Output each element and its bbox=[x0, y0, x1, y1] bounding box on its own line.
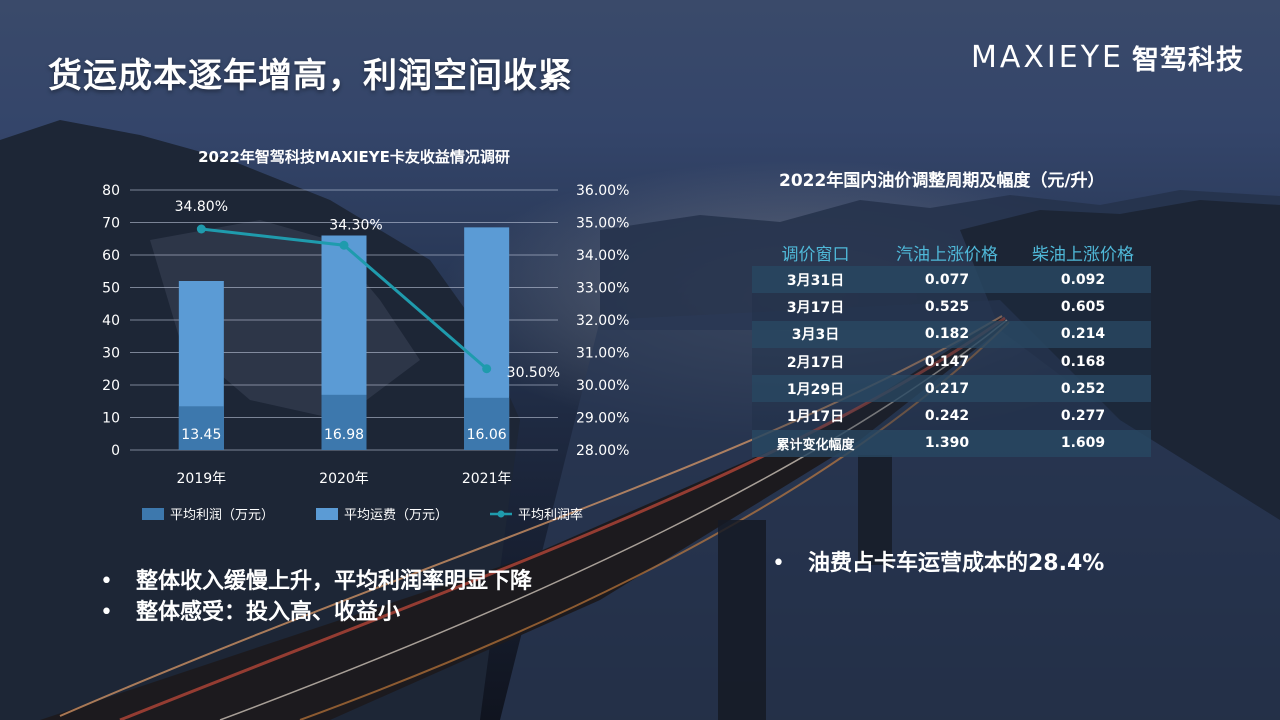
oil-price-table: 调价窗口 汽油上涨价格 柴油上涨价格 3月31日 0.077 0.092 3月1… bbox=[752, 238, 1151, 458]
y2-tick-label: 31.00% bbox=[576, 346, 629, 362]
cell-date: 2月17日 bbox=[752, 347, 879, 376]
cell-gasoline: 0.525 bbox=[879, 293, 1015, 321]
legend-swatch bbox=[497, 510, 505, 518]
cell-date: 累计变化幅度 bbox=[752, 429, 879, 458]
line-point bbox=[339, 240, 349, 250]
x-tick-label: 2019年 bbox=[177, 471, 227, 487]
table-row: 3月31日 0.077 0.092 bbox=[752, 266, 1151, 294]
bridge-pier bbox=[718, 520, 766, 720]
line-data-label: 30.50% bbox=[507, 365, 560, 381]
logo-wordmark: MAXIEYE bbox=[970, 40, 1124, 75]
line-point bbox=[196, 224, 206, 234]
line-data-label: 34.80% bbox=[175, 199, 228, 215]
column-header: 调价窗口 bbox=[781, 244, 850, 265]
y-tick-label: 10 bbox=[102, 411, 120, 427]
y-tick-label: 70 bbox=[102, 216, 120, 232]
legend-label: 平均利润（万元） bbox=[170, 508, 274, 523]
cell-gasoline: 0.077 bbox=[879, 266, 1015, 294]
x-tick-label: 2020年 bbox=[319, 471, 369, 487]
y2-tick-label: 36.00% bbox=[576, 183, 629, 199]
y-tick-label: 20 bbox=[102, 378, 120, 394]
bullet-item: 油费占卡车运营成本的28.4% bbox=[772, 548, 1104, 579]
logo-chinese: 智驾科技 bbox=[1132, 45, 1244, 76]
cell-diesel: 0.092 bbox=[1015, 266, 1151, 294]
y-tick-label: 0 bbox=[111, 443, 120, 459]
table-header-row: 调价窗口 汽油上涨价格 柴油上涨价格 bbox=[752, 238, 1151, 266]
bullet-list-right: 油费占卡车运营成本的28.4% bbox=[772, 548, 1104, 579]
y2-tick-label: 29.00% bbox=[576, 411, 629, 427]
cell-diesel: 0.605 bbox=[1015, 293, 1151, 321]
cell-gasoline: 0.147 bbox=[879, 347, 1015, 376]
y-tick-label: 80 bbox=[102, 183, 120, 199]
cell-gasoline: 1.390 bbox=[879, 429, 1015, 458]
bullet-item: 整体感受：投入高、收益小 bbox=[100, 597, 532, 628]
table-row: 1月17日 0.242 0.277 bbox=[752, 402, 1151, 430]
bar-data-label: 13.45 bbox=[181, 427, 221, 443]
line-point bbox=[482, 364, 492, 374]
table-row: 2月17日 0.147 0.168 bbox=[752, 347, 1151, 376]
cell-diesel: 0.168 bbox=[1015, 347, 1151, 376]
chart-title: 2022年智驾科技MAXIEYE卡友收益情况调研 bbox=[198, 148, 510, 166]
y2-tick-label: 34.00% bbox=[576, 248, 629, 264]
y2-tick-label: 33.00% bbox=[576, 281, 629, 297]
cell-date: 3月31日 bbox=[752, 266, 879, 294]
y-tick-label: 30 bbox=[102, 346, 120, 362]
legend-label: 平均运费（万元） bbox=[344, 508, 448, 523]
cell-date: 3月3日 bbox=[752, 320, 879, 348]
table-row: 3月17日 0.525 0.605 bbox=[752, 293, 1151, 321]
cell-diesel: 0.277 bbox=[1015, 402, 1151, 430]
table-row: 3月3日 0.182 0.214 bbox=[752, 320, 1151, 348]
cell-diesel: 0.252 bbox=[1015, 375, 1151, 403]
bullet-list-left: 整体收入缓慢上升，平均利润率明显下降 整体感受：投入高、收益小 bbox=[100, 566, 532, 628]
cell-date: 1月29日 bbox=[752, 375, 879, 403]
cell-gasoline: 0.182 bbox=[879, 320, 1015, 348]
legend-swatch bbox=[316, 508, 338, 520]
y-tick-label: 60 bbox=[102, 248, 120, 264]
cell-diesel: 0.214 bbox=[1015, 320, 1151, 348]
bar-profit bbox=[178, 406, 224, 450]
y2-tick-label: 30.00% bbox=[576, 378, 629, 394]
brand-logo: MAXIEYE 智驾科技 bbox=[971, 38, 1244, 77]
table-row: 1月29日 0.217 0.252 bbox=[752, 375, 1151, 403]
cell-diesel: 1.609 bbox=[1015, 429, 1151, 458]
y-tick-label: 50 bbox=[102, 281, 120, 297]
bar-data-label: 16.06 bbox=[467, 427, 507, 443]
bar-data-label: 16.98 bbox=[324, 427, 364, 443]
bar-profit bbox=[321, 394, 367, 450]
cell-gasoline: 0.217 bbox=[879, 375, 1015, 403]
bullet-item: 整体收入缓慢上升，平均利润率明显下降 bbox=[100, 566, 532, 597]
cell-gasoline: 0.242 bbox=[879, 402, 1015, 430]
column-header: 柴油上涨价格 bbox=[1032, 244, 1134, 265]
table-title: 2022年国内油价调整周期及幅度（元/升） bbox=[779, 171, 1105, 191]
y2-tick-label: 28.00% bbox=[576, 443, 629, 459]
column-header: 汽油上涨价格 bbox=[896, 244, 998, 265]
y2-tick-label: 32.00% bbox=[576, 313, 629, 329]
x-tick-label: 2021年 bbox=[462, 471, 512, 487]
bar-profit bbox=[464, 397, 510, 450]
line-data-label: 34.30% bbox=[329, 217, 382, 233]
cell-date: 3月17日 bbox=[752, 293, 879, 321]
legend-swatch bbox=[142, 508, 164, 520]
legend-label: 平均利润率 bbox=[518, 507, 583, 523]
cell-date: 1月17日 bbox=[752, 402, 879, 430]
page-title: 货运成本逐年增高，利润空间收紧 bbox=[48, 56, 573, 96]
table-row-total: 累计变化幅度 1.390 1.609 bbox=[752, 429, 1151, 458]
y-tick-label: 40 bbox=[102, 313, 120, 329]
y2-tick-label: 35.00% bbox=[576, 216, 629, 232]
bridge-pier bbox=[858, 455, 892, 565]
